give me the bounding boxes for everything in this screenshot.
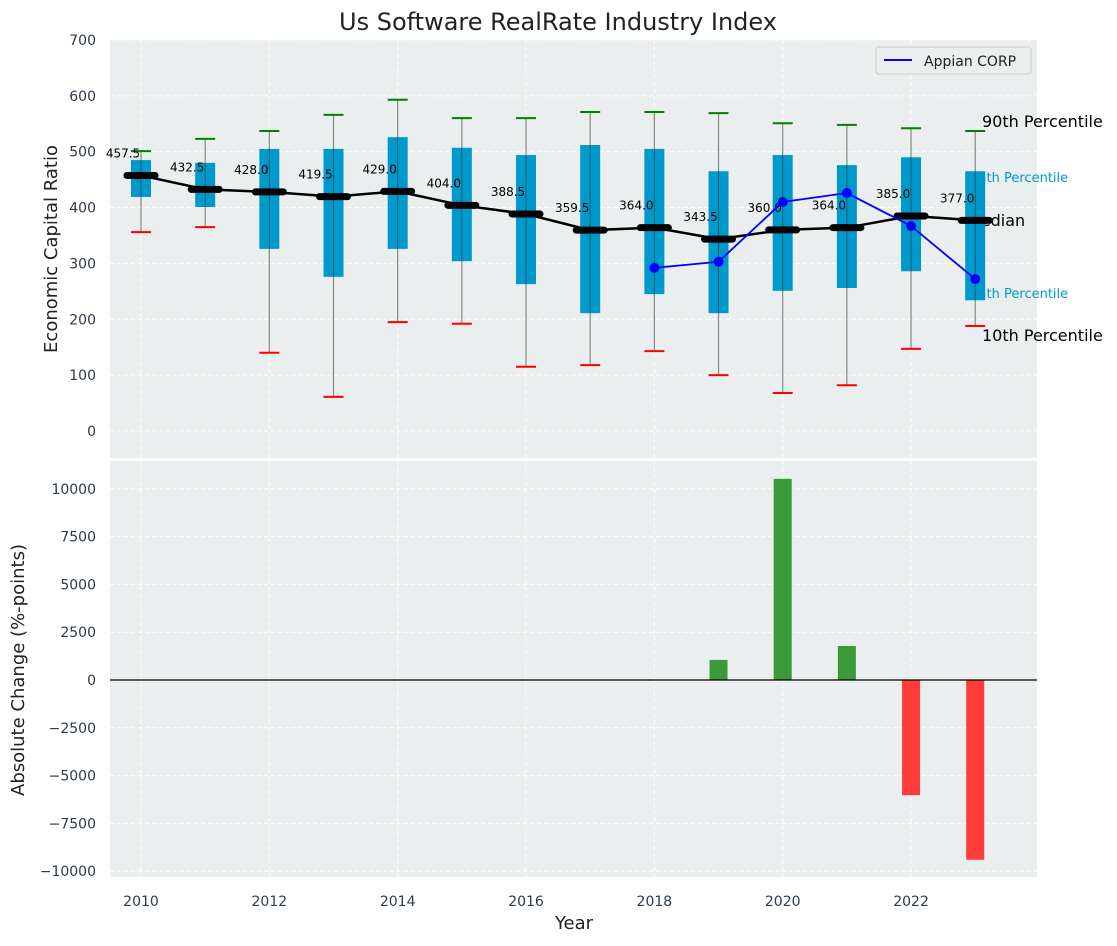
bottom-y-axis-label: Absolute Change (%-points) xyxy=(8,544,29,796)
x-tick-label: 2022 xyxy=(893,894,929,910)
change-bar xyxy=(966,680,985,860)
label-p25: 25th Percentile xyxy=(970,287,1068,302)
y-tick-label: 2500 xyxy=(60,625,96,641)
change-bar xyxy=(902,680,921,796)
company-point xyxy=(649,262,660,273)
legend-box xyxy=(875,46,1032,75)
y-tick-label: 400 xyxy=(69,201,96,217)
y-tick-label: 100 xyxy=(69,368,96,384)
y-tick-label: 700 xyxy=(69,33,96,49)
y-tick-label: 5000 xyxy=(60,577,96,593)
y-tick-label: 7500 xyxy=(60,530,96,546)
x-tick-label: 2018 xyxy=(637,894,673,910)
y-tick-label: 10000 xyxy=(51,482,96,498)
top-y-axis-label: Economic Capital Ratio xyxy=(41,145,62,353)
y-tick-label: −7500 xyxy=(49,816,96,832)
median-label: 343.5 xyxy=(683,210,717,224)
company-point xyxy=(777,196,788,207)
x-tick-label: 2020 xyxy=(765,894,801,910)
y-tick-label: −5000 xyxy=(49,769,96,785)
company-point xyxy=(841,188,852,199)
median-label: 359.5 xyxy=(555,201,589,215)
x-tick-label: 2012 xyxy=(252,894,288,910)
y-tick-label: 200 xyxy=(69,312,96,328)
y-tick-label: 0 xyxy=(87,673,96,689)
x-tick-label: 2016 xyxy=(508,894,544,910)
median-label: 428.0 xyxy=(234,163,268,177)
company-point xyxy=(906,220,917,231)
median-label: 377.0 xyxy=(940,191,974,205)
y-tick-label: −10000 xyxy=(40,864,96,880)
label-p10: 10th Percentile xyxy=(982,326,1103,345)
x-tick-label: 2010 xyxy=(123,894,159,910)
change-bar xyxy=(709,659,728,680)
median-label: 432.5 xyxy=(170,160,204,174)
company-line xyxy=(654,192,976,280)
median-label: 388.5 xyxy=(491,185,525,199)
median-label: 419.5 xyxy=(298,168,332,182)
median-label: 457.5 xyxy=(106,146,140,160)
median-label: 429.0 xyxy=(363,162,397,176)
change-bar xyxy=(837,645,856,680)
y-tick-label: 600 xyxy=(69,89,96,105)
y-tick-label: 300 xyxy=(69,256,96,272)
median-label: 385.0 xyxy=(876,187,910,201)
y-tick-label: 500 xyxy=(69,145,96,161)
x-tick-label: 2014 xyxy=(380,894,416,910)
median-label: 364.0 xyxy=(812,199,846,213)
company-point xyxy=(970,274,981,285)
y-tick-label: −2500 xyxy=(49,721,96,737)
legend-label: Appian CORP xyxy=(924,54,1016,70)
change-bar xyxy=(773,478,792,680)
x-axis-label: Year xyxy=(554,913,594,934)
label-p90: 90th Percentile xyxy=(982,112,1103,131)
bottom-plot-area xyxy=(110,461,1037,877)
company-point xyxy=(713,256,724,267)
top-plot-area xyxy=(110,40,1037,458)
median-label: 364.0 xyxy=(619,199,653,213)
label-p75: 75th Percentile xyxy=(970,171,1068,186)
median-label: 404.0 xyxy=(427,176,461,190)
y-tick-label: 0 xyxy=(87,424,96,440)
chart-title: Us Software RealRate Industry Index xyxy=(339,8,777,36)
